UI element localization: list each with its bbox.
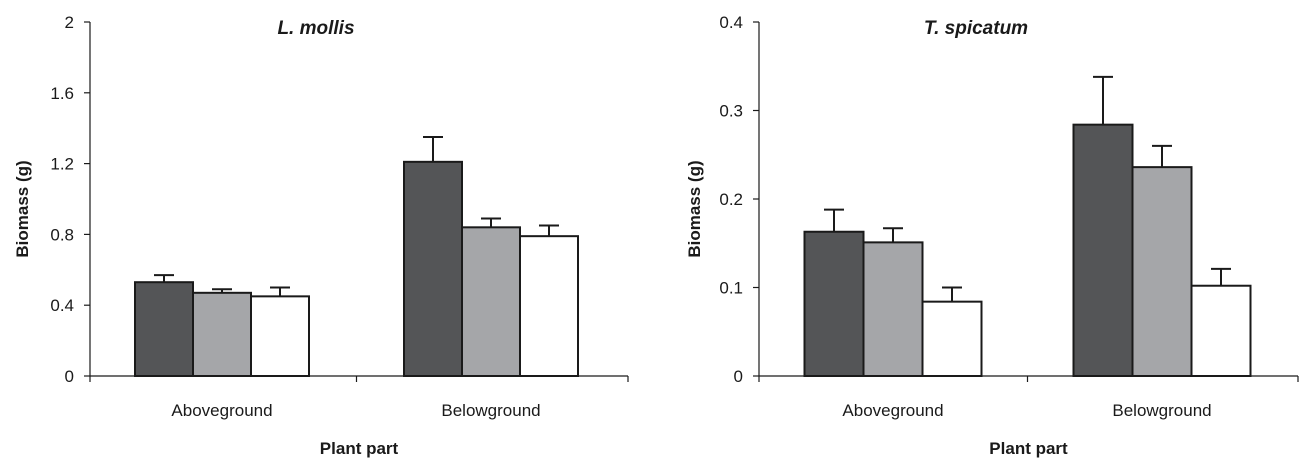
chart-title: T. spicatum: [924, 18, 1028, 39]
x-axis-title: Plant part: [989, 439, 1068, 458]
y-tick-label: 0.2: [719, 190, 743, 209]
x-tick-label: Aboveground: [842, 401, 943, 420]
y-tick-label: 2: [65, 13, 74, 32]
bar: [134, 281, 194, 377]
chart-2: T. spicatum 0 0.1 0.2 0.3 0.4 Aboveground Below…: [685, 13, 1299, 458]
y-axis-title: Biomass (g): [685, 160, 704, 257]
y-axis-title: Biomass (g): [13, 160, 32, 257]
x-axis-title: Plant part: [320, 439, 399, 458]
bar: [862, 241, 924, 377]
chart-1: L. mollis 0 0.4 0.8 1.2 1.6 2 Aboveground Belowg…: [13, 13, 629, 458]
x-tick-label: Belowground: [1112, 401, 1211, 420]
y-tick-label: 0.4: [50, 296, 74, 315]
bar: [192, 291, 252, 377]
chart-title: L. mollis: [277, 18, 354, 39]
bar: [1131, 166, 1193, 377]
y-tick-label: 0.4: [719, 13, 743, 32]
y-tick-label: 1.6: [50, 84, 74, 103]
y-tick-label: 0.8: [50, 225, 74, 244]
y-tick-label: 0.1: [719, 279, 743, 298]
y-tick-label: 0.3: [719, 102, 743, 121]
x-tick-label: Belowground: [441, 401, 540, 420]
x-tick-label: Aboveground: [171, 401, 272, 420]
y-tick-label: 0: [65, 367, 74, 386]
bar: [1190, 284, 1252, 378]
bar: [250, 295, 310, 378]
bar: [921, 300, 983, 377]
y-tick-label: 1.2: [50, 155, 74, 174]
bar: [519, 235, 579, 377]
bar: [803, 230, 865, 377]
y-tick-label: 0: [734, 367, 743, 386]
bar: [1072, 123, 1134, 377]
bar: [403, 160, 463, 377]
bar: [461, 226, 521, 377]
